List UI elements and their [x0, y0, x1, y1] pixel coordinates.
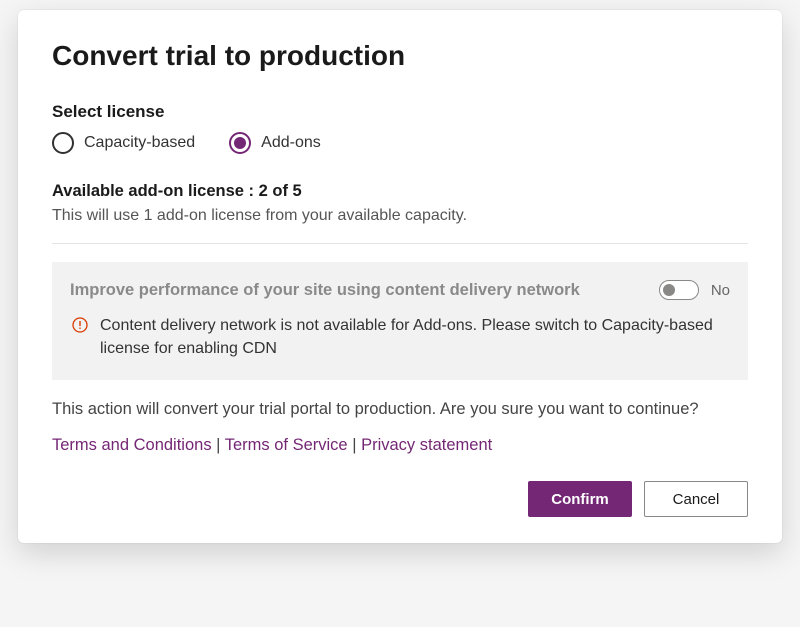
radio-capacity-based[interactable]: Capacity-based [52, 132, 195, 154]
cdn-message: Content delivery network is not availabl… [100, 314, 730, 360]
radio-addons-label: Add-ons [261, 134, 321, 152]
confirm-warning-text: This action will convert your trial port… [52, 398, 748, 422]
cdn-toggle-state: No [711, 282, 730, 299]
radio-unchecked-icon [52, 132, 74, 154]
toggle-knob-icon [663, 284, 675, 296]
radio-dot-icon [234, 137, 246, 149]
terms-and-conditions-link[interactable]: Terms and Conditions [52, 436, 212, 454]
dialog-button-row: Confirm Cancel [52, 481, 748, 517]
available-addon-license: Available add-on license : 2 of 5 [52, 182, 748, 201]
radio-checked-icon [229, 132, 251, 154]
link-separator: | [348, 436, 361, 454]
legal-links: Terms and Conditions | Terms of Service … [52, 436, 748, 455]
terms-of-service-link[interactable]: Terms of Service [225, 436, 348, 454]
cdn-message-row: Content delivery network is not availabl… [70, 314, 730, 360]
radio-capacity-label: Capacity-based [84, 134, 195, 152]
confirm-button[interactable]: Confirm [528, 481, 632, 517]
link-separator: | [212, 436, 225, 454]
cdn-header: Improve performance of your site using c… [70, 280, 730, 300]
cdn-toggle[interactable] [659, 280, 699, 300]
usage-note: This will use 1 add-on license from your… [52, 207, 748, 225]
cdn-label: Improve performance of your site using c… [70, 281, 659, 300]
cancel-button[interactable]: Cancel [644, 481, 748, 517]
license-radio-group: Capacity-based Add-ons [52, 132, 748, 154]
privacy-statement-link[interactable]: Privacy statement [361, 436, 492, 454]
convert-trial-dialog: Convert trial to production Select licen… [18, 10, 782, 543]
divider [52, 243, 748, 244]
info-icon [72, 317, 88, 360]
cdn-panel: Improve performance of your site using c… [52, 262, 748, 380]
dialog-title: Convert trial to production [52, 40, 748, 72]
radio-addons[interactable]: Add-ons [229, 132, 321, 154]
select-license-label: Select license [52, 102, 748, 122]
